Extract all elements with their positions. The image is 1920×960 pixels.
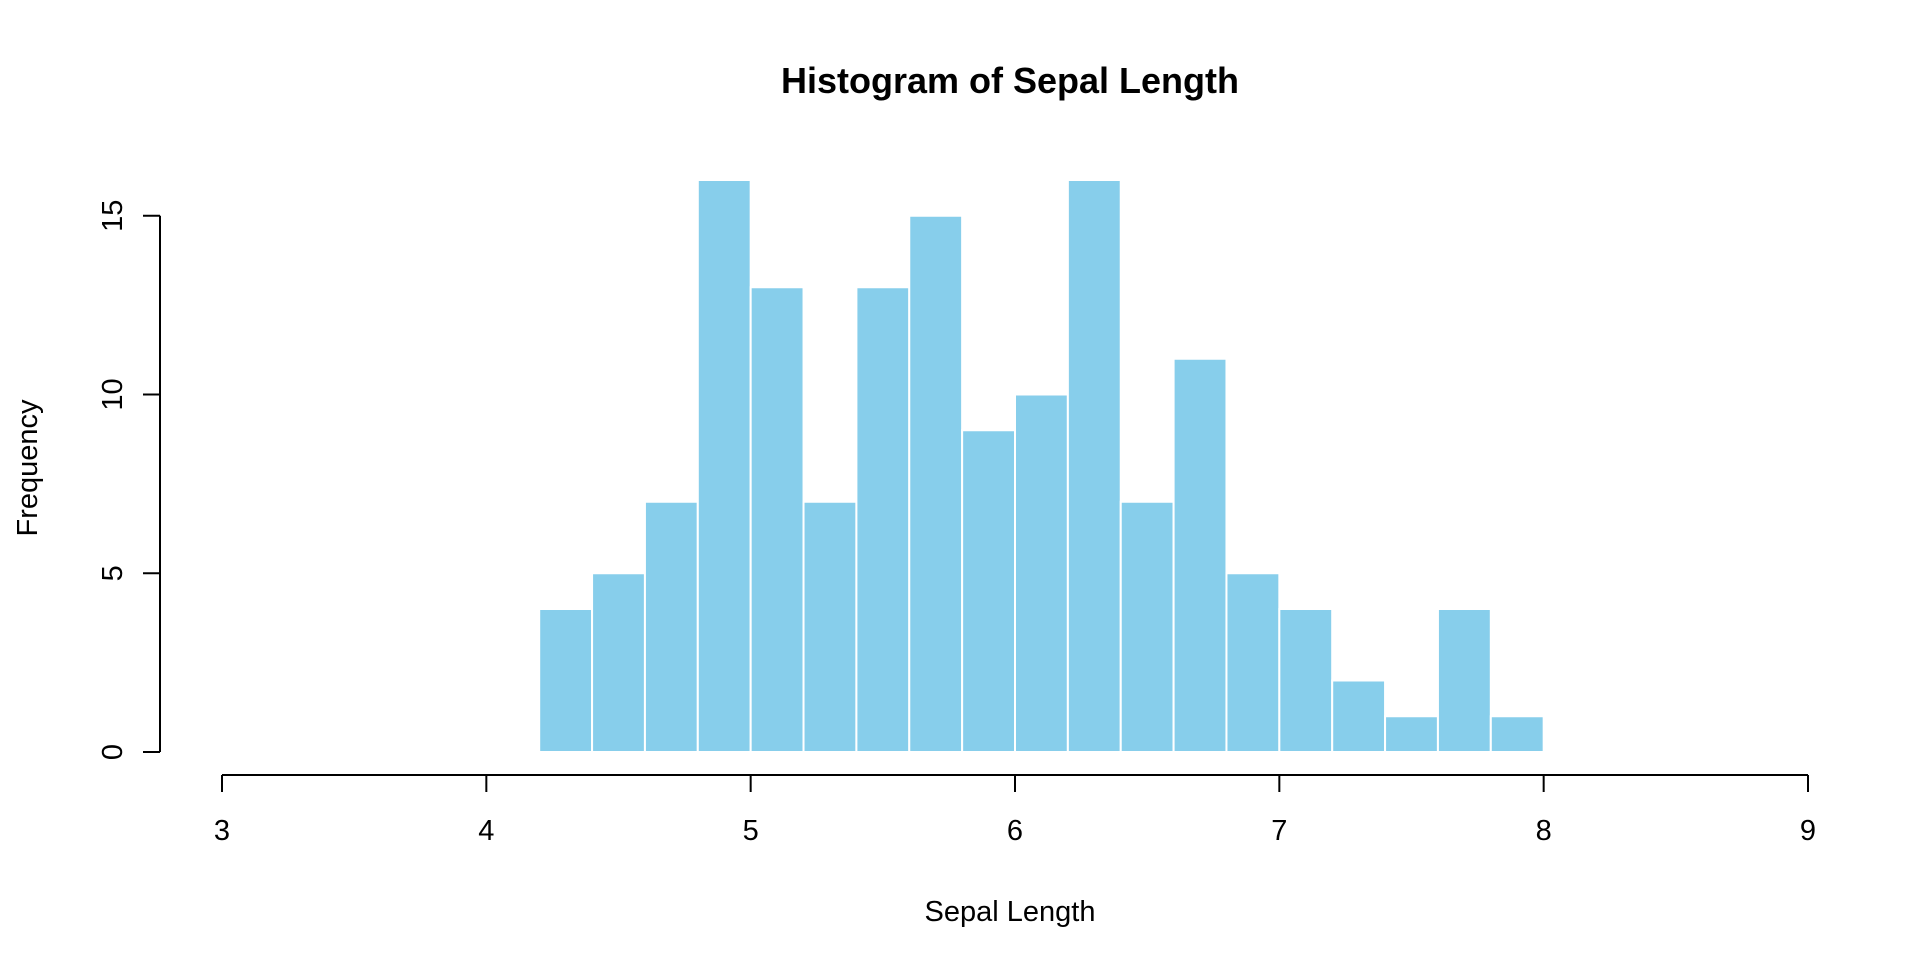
histogram-bar-9	[1014, 393, 1069, 753]
y-tick-label-3: 15	[97, 200, 129, 232]
y-axis-label: Frequency	[12, 399, 44, 537]
histogram-bar-12	[1172, 357, 1228, 753]
x-tick-label-2: 5	[743, 815, 759, 847]
histogram-bar-15	[1331, 679, 1387, 753]
histogram-bar-13	[1225, 572, 1281, 753]
histogram-bar-7	[908, 214, 964, 753]
x-axis: 3 4 5 6 7 8 9	[214, 774, 1816, 847]
histogram-bar-0	[538, 608, 594, 753]
y-tick-label-0: 0	[97, 744, 129, 760]
x-tick-label-6: 9	[1800, 815, 1816, 847]
histogram-bar-17	[1436, 608, 1492, 753]
x-axis-label: Sepal Length	[925, 896, 1096, 928]
x-tick-label-1: 4	[478, 815, 494, 847]
histogram-bar-16	[1384, 715, 1439, 753]
histogram-bar-18	[1489, 715, 1545, 753]
histogram-bar-5	[802, 500, 858, 753]
histogram-bar-10	[1066, 179, 1122, 753]
histogram-bar-6	[855, 286, 911, 753]
chart-title: Histogram of Sepal Length	[781, 60, 1239, 101]
histogram-bar-3	[696, 179, 752, 753]
x-tick-label-0: 3	[214, 815, 230, 847]
histogram-bar-4	[749, 286, 805, 753]
y-tick-label-2: 10	[97, 378, 129, 410]
histogram-bar-11	[1119, 500, 1175, 753]
x-tick-label-5: 8	[1536, 815, 1552, 847]
x-tick-label-4: 7	[1271, 815, 1287, 847]
y-axis: 0 5 10 15	[97, 200, 161, 760]
bars-group	[538, 179, 1545, 753]
histogram-bar-1	[591, 572, 646, 753]
histogram-bar-2	[643, 500, 699, 753]
x-tick-label-3: 6	[1007, 815, 1023, 847]
y-tick-label-1: 5	[97, 565, 129, 581]
histogram-bar-14	[1278, 608, 1334, 753]
histogram-bar-8	[961, 429, 1017, 753]
